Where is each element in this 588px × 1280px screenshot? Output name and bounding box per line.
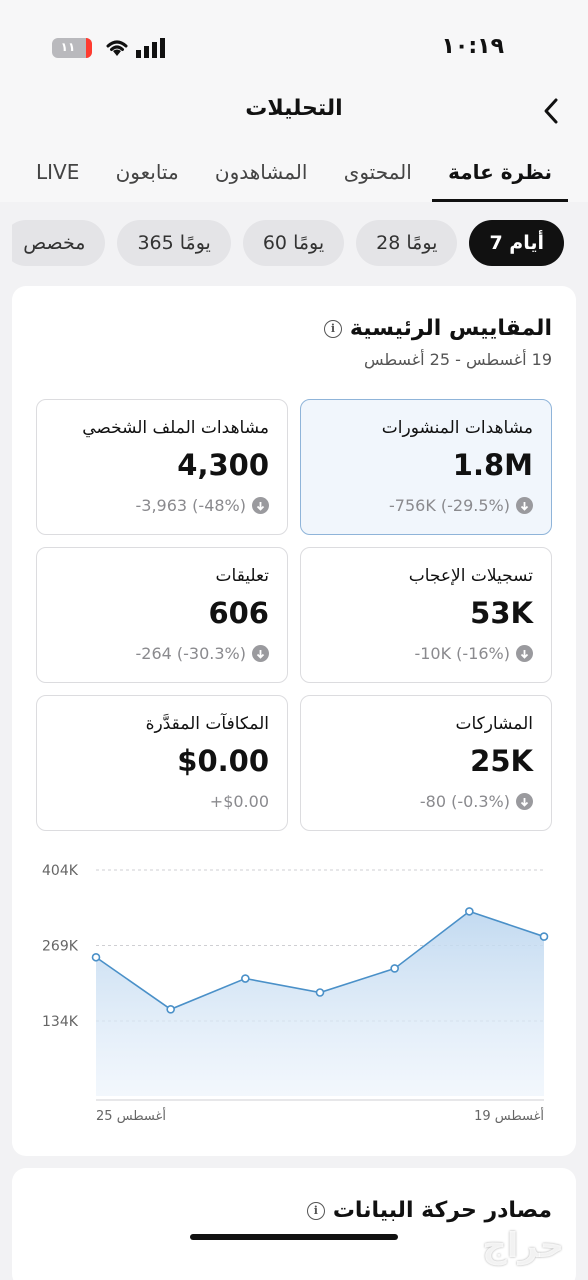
- chart-point[interactable]: [91, 952, 101, 962]
- tab-followers[interactable]: متابعون: [115, 160, 179, 184]
- metric-change-text: -10K (-16%): [414, 644, 510, 663]
- signal-icon: [136, 38, 165, 58]
- metric-label: المشاركات: [455, 714, 533, 734]
- arrow-down-icon: [252, 645, 269, 662]
- wifi-icon: [106, 40, 128, 56]
- metric-label: مشاهدات الملف الشخصي: [82, 418, 269, 438]
- key-metrics-card: المقاييس الرئيسية i 19 أغسطس - 25 أغسطس …: [12, 286, 576, 1156]
- metric-value: $0.00: [177, 744, 269, 778]
- range-custom[interactable]: مخصص: [12, 220, 106, 266]
- tab-viewers[interactable]: المشاهدون: [214, 160, 308, 184]
- y-tick-label: 269K: [42, 939, 79, 955]
- metric-label: تسجيلات الإعجاب: [408, 566, 533, 586]
- info-icon[interactable]: i: [323, 319, 342, 338]
- metric-change: -264 (-30.3%): [136, 644, 269, 663]
- metric-value: 1.8M: [452, 448, 533, 482]
- tab-bar: نظرة عامة المحتوى المشاهدون متابعون LIVE: [20, 158, 568, 202]
- y-tick-label: 404K: [42, 863, 79, 879]
- metric-value: 25K: [470, 744, 533, 778]
- tab-overview[interactable]: نظرة عامة: [432, 158, 568, 202]
- range-365-days[interactable]: 365 يومًا: [117, 220, 231, 266]
- chart-point[interactable]: [166, 1004, 175, 1014]
- metric-profile-views[interactable]: مشاهدات الملف الشخصي 4,300 -3,963 (-48%): [36, 399, 288, 535]
- traffic-sources-card: مصادر حركة البيانات i: [12, 1168, 576, 1280]
- range-60-days[interactable]: 60 يومًا: [242, 220, 345, 266]
- status-time: ١٠:١٩: [441, 34, 504, 59]
- metric-change-text: -3,963 (-48%): [135, 496, 246, 515]
- post-views-chart[interactable]: 404K 269K 134K 19 أغسطس 25 أغسطس: [12, 846, 576, 1126]
- info-icon[interactable]: i: [306, 1201, 325, 1220]
- app-header: التحليلات نظرة عامة المحتوى المشاهدون مت…: [0, 92, 588, 202]
- metric-value: 4,300: [177, 448, 269, 482]
- metric-label: مشاهدات المنشورات: [381, 418, 533, 438]
- status-bar: ١١ ١٠:١٩: [0, 0, 588, 92]
- key-metrics-title-text: المقاييس الرئيسية: [349, 316, 552, 341]
- arrow-down-icon: [516, 645, 533, 662]
- traffic-sources-title: مصادر حركة البيانات i: [306, 1198, 552, 1223]
- metric-change-text: -756K (-29.5%): [389, 496, 510, 515]
- metric-change: -10K (-16%): [414, 644, 533, 663]
- arrow-down-icon: [516, 497, 533, 514]
- date-range-selector: 7 أيام 28 يومًا 60 يومًا 365 يومًا مخصص: [12, 220, 564, 268]
- metric-likes[interactable]: تسجيلات الإعجاب 53K -10K (-16%): [300, 547, 552, 683]
- arrow-down-icon: [252, 497, 269, 514]
- watermark-logo: حراج: [482, 1226, 564, 1266]
- metric-comments[interactable]: تعليقات 606 -264 (-30.3%): [36, 547, 288, 683]
- chart-point[interactable]: [390, 964, 399, 973]
- metric-label: المكافآت المقدَّرة: [145, 714, 269, 734]
- arrow-down-icon: [516, 793, 533, 810]
- range-7-days[interactable]: 7 أيام: [469, 220, 564, 266]
- metric-change-text: -80 (-0.3%): [419, 792, 510, 811]
- key-metrics-title: المقاييس الرئيسية i: [323, 316, 552, 341]
- metric-post-views[interactable]: مشاهدات المنشورات 1.8M -756K (-29.5%): [300, 399, 552, 535]
- metric-change: -80 (-0.3%): [420, 792, 533, 811]
- chart-point[interactable]: [465, 907, 474, 916]
- page-title: التحليلات: [245, 96, 343, 121]
- chart-point[interactable]: [539, 932, 549, 941]
- tab-live[interactable]: LIVE: [36, 160, 80, 184]
- tab-content[interactable]: المحتوى: [343, 160, 412, 184]
- metric-change-text: +$0.00: [209, 792, 269, 811]
- chart-area-fill: [96, 911, 544, 1096]
- chart-point[interactable]: [315, 988, 325, 997]
- metric-estimated-rewards[interactable]: المكافآت المقدَّرة $0.00 +$0.00: [36, 695, 288, 831]
- range-28-days[interactable]: 28 يومًا: [356, 220, 458, 266]
- date-range-label: 19 أغسطس - 25 أغسطس: [363, 350, 552, 369]
- battery-icon: ١١: [52, 38, 92, 58]
- metric-value: 53K: [470, 596, 533, 630]
- x-tick-label: 19 أغسطس: [474, 1107, 544, 1124]
- traffic-sources-title-text: مصادر حركة البيانات: [332, 1198, 552, 1223]
- back-button[interactable]: [536, 96, 566, 126]
- metric-value: 606: [208, 596, 269, 630]
- chevron-left-icon: [544, 98, 558, 124]
- battery-level: ١١: [60, 40, 76, 54]
- x-tick-label: 25 أغسطس: [96, 1107, 166, 1124]
- metric-change: -3,963 (-48%): [136, 496, 269, 515]
- y-tick-label: 134K: [42, 1014, 79, 1030]
- metric-change: -756K (-29.5%): [389, 496, 533, 515]
- metric-change: +$0.00: [210, 792, 269, 811]
- metric-label: تعليقات: [215, 566, 269, 586]
- home-indicator: [190, 1234, 398, 1240]
- chart-point[interactable]: [241, 974, 250, 983]
- metric-change-text: -264 (-30.3%): [135, 644, 246, 663]
- metric-shares[interactable]: المشاركات 25K -80 (-0.3%): [300, 695, 552, 831]
